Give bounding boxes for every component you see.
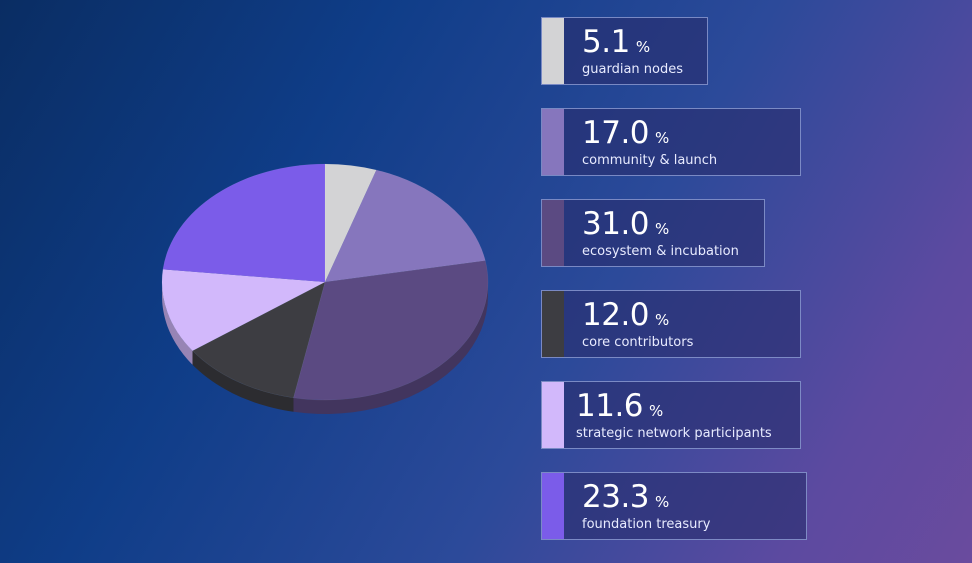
legend-value: 31.0%	[582, 206, 669, 242]
pie-chart	[161, 163, 489, 414]
pie-slice-2	[293, 260, 489, 401]
pie-side-4	[162, 282, 193, 365]
pie-slice-1	[324, 169, 486, 283]
legend-swatch	[542, 382, 564, 448]
legend-item-guardian-nodes: 5.1% guardian nodes	[541, 17, 708, 85]
pie-slice-5	[162, 163, 326, 283]
legend-swatch	[542, 473, 564, 539]
pie-slices	[161, 163, 489, 401]
legend-item-community-launch: 17.0% community & launch	[541, 108, 801, 176]
pie-slice-0	[324, 163, 377, 283]
legend-swatch	[542, 18, 564, 84]
legend-swatch	[542, 291, 564, 357]
legend-label: strategic network participants	[576, 426, 772, 441]
pie-slice-3	[192, 281, 326, 399]
pie-side-walls	[162, 282, 488, 414]
legend-label: community & launch	[582, 153, 718, 168]
pie-side-2	[293, 282, 488, 414]
legend-label: core contributors	[582, 335, 694, 350]
legend-label: foundation treasury	[582, 517, 711, 532]
legend-value: 23.3%	[582, 479, 669, 515]
legend-item-ecosystem-incubation: 31.0% ecosystem & incubation	[541, 199, 765, 267]
legend-value: 12.0%	[582, 297, 669, 333]
pie-slice-4	[161, 269, 327, 352]
legend-value: 11.6%	[576, 388, 663, 424]
legend-item-strategic-network-participants: 11.6% strategic network participants	[541, 381, 801, 449]
legend-value: 5.1%	[582, 24, 650, 60]
legend-swatch	[542, 200, 564, 266]
pie-side-3	[192, 350, 294, 412]
legend-label: guardian nodes	[582, 62, 683, 77]
legend-item-foundation-treasury: 23.3% foundation treasury	[541, 472, 807, 540]
legend-label: ecosystem & incubation	[582, 244, 739, 259]
legend-item-core-contributors: 12.0% core contributors	[541, 290, 801, 358]
legend-swatch	[542, 109, 564, 175]
legend-value: 17.0%	[582, 115, 669, 151]
